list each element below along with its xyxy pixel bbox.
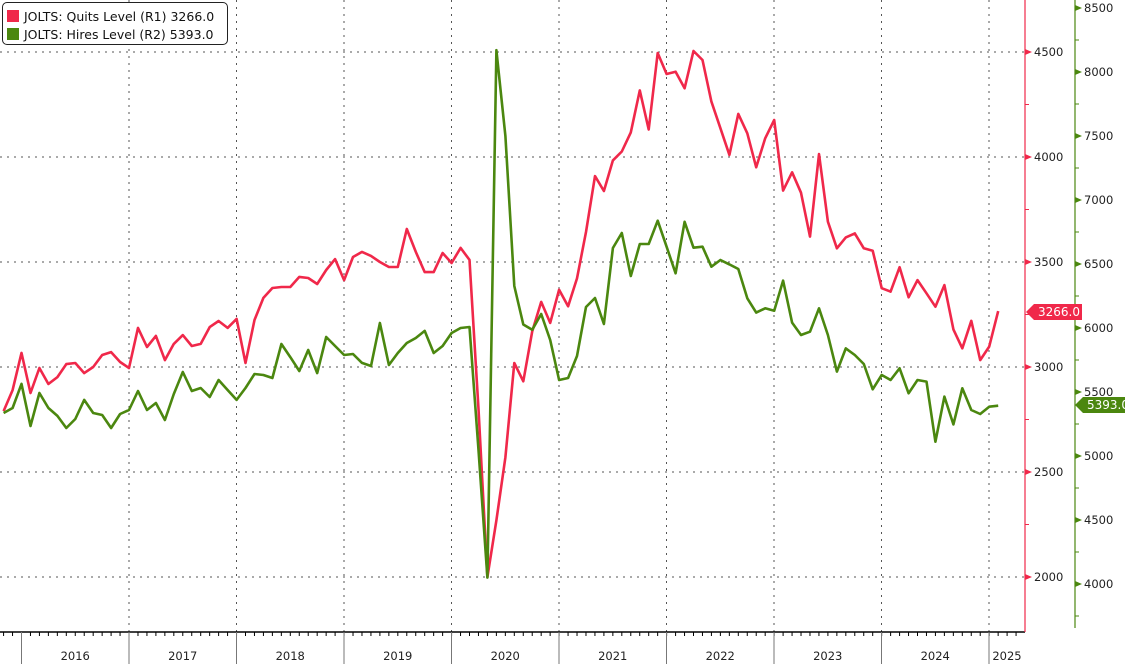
r2-tick-marker: [1075, 581, 1082, 587]
r2-tick-marker: [1075, 197, 1082, 203]
x-tick-label: 2017: [168, 649, 197, 663]
hires-last-value-tag: 5393.0: [1075, 397, 1125, 413]
r2-tick-marker: [1075, 5, 1082, 11]
r1-tick-label: 2000: [1034, 570, 1063, 584]
x-tick-label: 2020: [491, 649, 520, 663]
r2-tick-marker: [1075, 69, 1082, 75]
x-tick-label: 2025: [992, 649, 1021, 663]
r2-tick-marker: [1075, 453, 1082, 459]
hires-line: [2, 48, 999, 579]
x-tick-label: 2023: [813, 649, 842, 663]
r2-tick-label: 8500: [1084, 1, 1113, 15]
x-tick-label: 2016: [61, 649, 90, 663]
quits-swatch-icon: [7, 10, 19, 22]
r2-tick-label: 4500: [1084, 513, 1113, 527]
r2-tick-marker: [1075, 325, 1082, 331]
r1-tick-marker: [1025, 363, 1032, 370]
r2-tick-label: 6000: [1084, 321, 1113, 335]
legend-label-quits: JOLTS: Quits Level (R1) 3266.0: [24, 8, 215, 24]
quits-line: [2, 49, 1000, 579]
r2-tick-marker: [1075, 133, 1082, 139]
x-tick-label: 2019: [383, 649, 412, 663]
r2-tick-marker: [1075, 517, 1082, 523]
legend-label-hires: JOLTS: Hires Level (R2) 5393.0: [24, 26, 214, 42]
x-tick-label: 2021: [598, 649, 627, 663]
legend: JOLTS: Quits Level (R1) 3266.0 JOLTS: Hi…: [2, 2, 228, 45]
x-tick-label: 2022: [706, 649, 735, 663]
x-tick-label: 2024: [921, 649, 950, 663]
hires-swatch-icon: [7, 28, 19, 40]
r2-tick-label: 7000: [1084, 193, 1113, 207]
r2-tick-marker: [1075, 389, 1082, 395]
r1-tick-marker: [1025, 258, 1032, 265]
r1-tick-label: 4500: [1034, 45, 1063, 59]
r2-tick-label: 4000: [1084, 577, 1113, 591]
x-axis: 2016 2017 2018 2019 2020 2021 2022 2023 2024 2025: [0, 631, 1025, 664]
r2-tick-label: 7500: [1084, 129, 1113, 143]
legend-item-hires: JOLTS: Hires Level (R2) 5393.0: [7, 25, 227, 43]
r2-tick-label: 5500: [1084, 385, 1113, 399]
r2-tick-marker: [1075, 261, 1082, 267]
legend-item-quits: JOLTS: Quits Level (R1) 3266.0: [7, 7, 227, 25]
r1-tick-marker: [1025, 468, 1032, 475]
r2-tick-label: 8000: [1084, 65, 1113, 79]
gridlines: [0, 0, 1025, 632]
r2-tick-label: 6500: [1084, 257, 1113, 271]
r1-tick-label: 3000: [1034, 360, 1063, 374]
x-tick-label: 2018: [276, 649, 305, 663]
r1-tick-marker: [1025, 49, 1032, 55]
quits-last-value-tag: 3266.0: [1026, 304, 1082, 320]
r1-tick-label: 3500: [1034, 255, 1063, 269]
r1-tick-label: 2500: [1034, 465, 1063, 479]
r1-tick-marker: [1025, 573, 1032, 580]
r1-tick-marker: [1025, 153, 1032, 160]
series-lines: [2, 48, 1000, 579]
r1-tick-label: 4000: [1034, 150, 1063, 164]
r2-tick-label: 5000: [1084, 449, 1113, 463]
